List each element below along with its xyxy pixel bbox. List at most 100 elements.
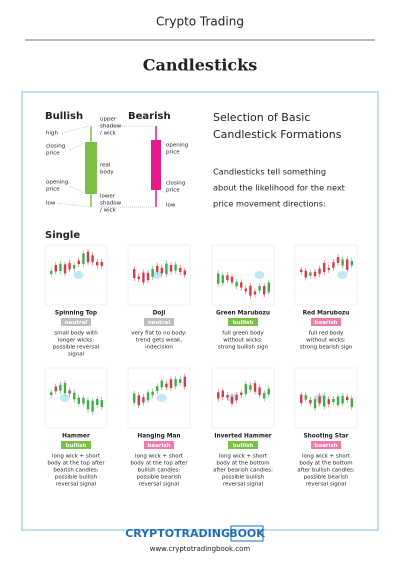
thumb-candle xyxy=(100,261,103,267)
thumb-candle xyxy=(253,291,257,295)
thumb-candle xyxy=(54,386,57,392)
diagram-label: low xyxy=(46,201,56,207)
pattern-description: long wick + short xyxy=(302,454,351,460)
signal-label: bearish xyxy=(314,320,337,326)
diagram-label: shadow xyxy=(100,201,122,207)
thumb-candle xyxy=(59,384,62,391)
pattern-description: body at the bottom xyxy=(216,461,269,467)
signal-badge xyxy=(311,318,341,326)
thumb-candle xyxy=(68,263,71,270)
thumb-candle xyxy=(133,269,136,278)
thumb-candle xyxy=(77,260,80,265)
diagram-label: closing xyxy=(46,144,65,150)
thumb-candle xyxy=(249,385,252,390)
thumb-candle xyxy=(59,263,62,271)
thumb-candle xyxy=(235,281,238,287)
thumb-candle xyxy=(156,386,159,392)
pattern-description: long wick + short xyxy=(135,454,184,460)
thumb-candle xyxy=(160,267,163,274)
thumb-candle xyxy=(146,392,150,401)
thumb-candle xyxy=(174,264,177,271)
thumb-candle xyxy=(165,263,168,275)
pattern-description: reversal signal xyxy=(306,482,347,488)
pattern-description: possible bullish xyxy=(55,475,98,481)
pattern-name: Hammer xyxy=(62,434,90,440)
thumb-candle xyxy=(341,259,344,266)
thumb-candle xyxy=(327,399,330,405)
pattern-description: indecision xyxy=(145,345,173,351)
thumb-candle xyxy=(183,376,186,387)
pattern-description: body at the top after xyxy=(130,461,188,467)
intro-text: price movement directions: xyxy=(213,199,326,209)
signal-label: bullish xyxy=(233,443,254,449)
pattern-description: body at the top after xyxy=(47,461,105,467)
pattern-description: without wicks: xyxy=(306,338,346,344)
thumb-candle xyxy=(258,286,261,291)
pattern-description: possible bearish xyxy=(304,475,349,481)
logo-box xyxy=(230,525,264,542)
thumb-candle xyxy=(73,392,76,400)
thumb-candle xyxy=(235,394,238,401)
thumb-candle xyxy=(300,394,303,404)
thumb-candle xyxy=(346,259,349,270)
signal-badge xyxy=(61,318,91,326)
pattern-description: body at the bottom xyxy=(299,461,352,467)
intro-text: about the likelihood for the next xyxy=(213,183,346,193)
pattern-description: trend gets weak, xyxy=(136,338,182,344)
pattern-description: bullish candles: xyxy=(138,468,181,474)
thumb-candle xyxy=(263,286,266,295)
thumb-candle xyxy=(300,269,303,272)
pattern-description: reversal signal xyxy=(139,482,180,488)
thumb-candle xyxy=(217,273,220,284)
signal-label: bearish xyxy=(314,443,337,449)
thumb-candle xyxy=(183,270,186,275)
thumb-candle xyxy=(341,395,344,404)
diagram-label: opening xyxy=(46,180,68,186)
thumb-candle xyxy=(73,265,76,269)
logo-box-text: BOOK xyxy=(229,527,265,540)
thumb-candle xyxy=(240,282,243,288)
diagram-label: price xyxy=(166,150,180,156)
thumb-candle xyxy=(336,257,340,263)
thumb-candle xyxy=(244,384,247,394)
thumb-candle xyxy=(332,399,335,403)
thumb-candle xyxy=(230,396,234,404)
highlight xyxy=(156,394,167,402)
footer-url: www.cryptotradingbook.com xyxy=(150,545,251,553)
thumb-candle xyxy=(350,260,353,266)
intro-heading: Selection of Basic xyxy=(213,111,310,124)
signal-badge xyxy=(144,441,174,449)
thumb-candle xyxy=(267,388,270,395)
diagram-label: lower xyxy=(100,194,116,200)
thumb-candle xyxy=(156,265,159,272)
bear-body xyxy=(151,140,161,190)
diagram-label: / wick xyxy=(100,131,117,137)
thumb-candle xyxy=(323,395,326,407)
header-title: Crypto Trading xyxy=(156,15,244,29)
thumb-candle xyxy=(137,276,140,280)
thumb-candle xyxy=(100,400,103,408)
pattern-description: strong bearish sign xyxy=(300,345,353,351)
bull-body xyxy=(85,142,97,194)
thumb-candle xyxy=(304,395,307,400)
thumb-candle xyxy=(151,391,154,396)
thumb-candle xyxy=(217,392,220,399)
thumb-candle xyxy=(165,383,168,388)
highlight xyxy=(59,394,70,402)
thumb-candle xyxy=(336,396,340,406)
signal-label: neutral xyxy=(65,320,88,326)
thumb-candle xyxy=(230,276,234,283)
diagram-label: shadow xyxy=(100,124,122,130)
diagram-label: price xyxy=(46,187,60,193)
thumb-candle xyxy=(179,267,182,273)
pattern-description: signal xyxy=(68,352,85,358)
thumb-candle xyxy=(50,392,53,396)
pattern-description: long wick + short xyxy=(219,454,268,460)
pattern-name: Hanging Man xyxy=(137,434,180,440)
thumb-candle xyxy=(253,383,257,392)
thumb-candle xyxy=(142,397,145,403)
pattern-name: Red Marubozu xyxy=(303,311,350,317)
thumb-candle xyxy=(323,263,326,273)
signal-label: bullish xyxy=(66,443,87,449)
